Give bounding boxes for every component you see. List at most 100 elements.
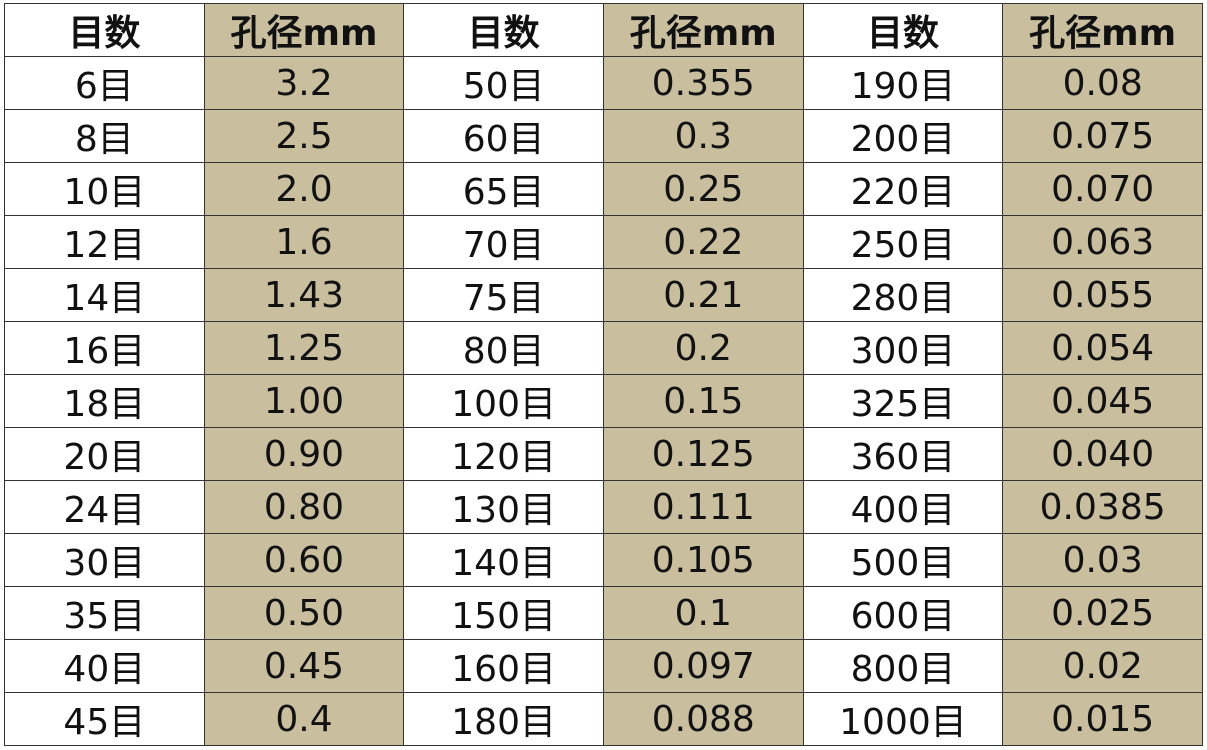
aperture-cell: 0.60 bbox=[203, 533, 405, 587]
aperture-cell: 0.105 bbox=[602, 533, 804, 587]
header-cell: 孔径mm bbox=[203, 3, 405, 57]
aperture-cell: 0.075 bbox=[1002, 109, 1203, 163]
mesh-cell: 200目 bbox=[802, 109, 1004, 163]
table-row: 14目 1.43 75目 0.21 280目 0.055 bbox=[4, 268, 1203, 322]
aperture-cell: 0.040 bbox=[1002, 427, 1203, 481]
aperture-cell: 2.5 bbox=[203, 109, 405, 163]
mesh-cell: 280目 bbox=[802, 268, 1004, 322]
mesh-cell: 150目 bbox=[403, 586, 604, 640]
mesh-cell: 75目 bbox=[403, 268, 604, 322]
aperture-cell: 1.00 bbox=[203, 374, 405, 428]
mesh-cell: 30目 bbox=[4, 533, 205, 587]
aperture-cell: 1.25 bbox=[203, 321, 405, 375]
aperture-cell: 0.50 bbox=[203, 586, 405, 640]
aperture-cell: 0.03 bbox=[1002, 533, 1203, 587]
aperture-cell: 0.097 bbox=[602, 639, 804, 693]
aperture-cell: 0.045 bbox=[1002, 374, 1203, 428]
mesh-cell: 14目 bbox=[4, 268, 205, 322]
aperture-cell: 0.25 bbox=[602, 162, 804, 216]
mesh-cell: 325目 bbox=[802, 374, 1004, 428]
header-cell: 孔径mm bbox=[1002, 3, 1203, 57]
table-row: 10目 2.0 65目 0.25 220目 0.070 bbox=[4, 162, 1203, 216]
mesh-cell: 65目 bbox=[403, 162, 604, 216]
header-cell: 目数 bbox=[4, 3, 205, 57]
mesh-cell: 45目 bbox=[4, 692, 205, 746]
table-row: 24目 0.80 130目 0.111 400目 0.0385 bbox=[4, 480, 1203, 534]
mesh-cell: 1000目 bbox=[802, 692, 1004, 746]
mesh-cell: 20目 bbox=[4, 427, 205, 481]
aperture-cell: 0.80 bbox=[203, 480, 405, 534]
mesh-cell: 190目 bbox=[802, 56, 1004, 110]
aperture-cell: 2.0 bbox=[203, 162, 405, 216]
table-row: 16目 1.25 80目 0.2 300目 0.054 bbox=[4, 321, 1203, 375]
mesh-cell: 300目 bbox=[802, 321, 1004, 375]
aperture-cell: 0.025 bbox=[1002, 586, 1203, 640]
aperture-cell: 0.015 bbox=[1002, 692, 1203, 746]
aperture-cell: 0.355 bbox=[602, 56, 804, 110]
table-row: 45目 0.4 180目 0.088 1000目 0.015 bbox=[4, 692, 1203, 746]
table-row: 18目 1.00 100目 0.15 325目 0.045 bbox=[4, 374, 1203, 428]
table-row: 40目 0.45 160目 0.097 800目 0.02 bbox=[4, 639, 1203, 693]
header-row: 目数 孔径mm 目数 孔径mm 目数 孔径mm bbox=[4, 3, 1203, 57]
mesh-cell: 24目 bbox=[4, 480, 205, 534]
mesh-cell: 600目 bbox=[802, 586, 1004, 640]
mesh-cell: 50目 bbox=[403, 56, 604, 110]
aperture-cell: 0.054 bbox=[1002, 321, 1203, 375]
mesh-cell: 250目 bbox=[802, 215, 1004, 269]
mesh-cell: 12目 bbox=[4, 215, 205, 269]
mesh-cell: 10目 bbox=[4, 162, 205, 216]
mesh-cell: 120目 bbox=[403, 427, 604, 481]
aperture-cell: 0.2 bbox=[602, 321, 804, 375]
aperture-cell: 0.90 bbox=[203, 427, 405, 481]
mesh-cell: 400目 bbox=[802, 480, 1004, 534]
aperture-cell: 0.070 bbox=[1002, 162, 1203, 216]
mesh-cell: 160目 bbox=[403, 639, 604, 693]
aperture-cell: 0.0385 bbox=[1002, 480, 1203, 534]
mesh-cell: 130目 bbox=[403, 480, 604, 534]
aperture-cell: 0.02 bbox=[1002, 639, 1203, 693]
header-cell: 孔径mm bbox=[602, 3, 804, 57]
mesh-table: 目数 孔径mm 目数 孔径mm 目数 孔径mm 6目 3.2 50目 0.355 190目 0.08 8… bbox=[4, 3, 1203, 746]
aperture-cell: 0.125 bbox=[602, 427, 804, 481]
aperture-cell: 0.055 bbox=[1002, 268, 1203, 322]
table-row: 6目 3.2 50目 0.355 190目 0.08 bbox=[4, 56, 1203, 110]
table-row: 20目 0.90 120目 0.125 360目 0.040 bbox=[4, 427, 1203, 481]
aperture-cell: 0.111 bbox=[602, 480, 804, 534]
mesh-cell: 16目 bbox=[4, 321, 205, 375]
aperture-cell: 0.1 bbox=[602, 586, 804, 640]
table-body: 6目 3.2 50目 0.355 190目 0.08 8目 2.5 60目 0.3 200目 0.07… bbox=[4, 56, 1203, 746]
table-row: 30目 0.60 140目 0.105 500目 0.03 bbox=[4, 533, 1203, 587]
mesh-cell: 180目 bbox=[403, 692, 604, 746]
mesh-cell: 100目 bbox=[403, 374, 604, 428]
mesh-cell: 800目 bbox=[802, 639, 1004, 693]
table-row: 12目 1.6 70目 0.22 250目 0.063 bbox=[4, 215, 1203, 269]
mesh-cell: 140目 bbox=[403, 533, 604, 587]
aperture-cell: 0.063 bbox=[1002, 215, 1203, 269]
aperture-cell: 0.088 bbox=[602, 692, 804, 746]
aperture-cell: 0.08 bbox=[1002, 56, 1203, 110]
mesh-cell: 80目 bbox=[403, 321, 604, 375]
mesh-cell: 60目 bbox=[403, 109, 604, 163]
aperture-cell: 0.15 bbox=[602, 374, 804, 428]
mesh-cell: 6目 bbox=[4, 56, 205, 110]
mesh-cell: 35目 bbox=[4, 586, 205, 640]
aperture-cell: 1.6 bbox=[203, 215, 405, 269]
mesh-cell: 220目 bbox=[802, 162, 1004, 216]
mesh-cell: 18目 bbox=[4, 374, 205, 428]
aperture-cell: 0.45 bbox=[203, 639, 405, 693]
aperture-cell: 0.4 bbox=[203, 692, 405, 746]
aperture-cell: 0.3 bbox=[602, 109, 804, 163]
table-header: 目数 孔径mm 目数 孔径mm 目数 孔径mm bbox=[4, 3, 1203, 57]
mesh-cell: 360目 bbox=[802, 427, 1004, 481]
table-row: 8目 2.5 60目 0.3 200目 0.075 bbox=[4, 109, 1203, 163]
mesh-cell: 500目 bbox=[802, 533, 1004, 587]
mesh-cell: 40目 bbox=[4, 639, 205, 693]
table-row: 35目 0.50 150目 0.1 600目 0.025 bbox=[4, 586, 1203, 640]
aperture-cell: 1.43 bbox=[203, 268, 405, 322]
header-cell: 目数 bbox=[403, 3, 604, 57]
mesh-cell: 70目 bbox=[403, 215, 604, 269]
aperture-cell: 0.22 bbox=[602, 215, 804, 269]
mesh-cell: 8目 bbox=[4, 109, 205, 163]
header-cell: 目数 bbox=[802, 3, 1004, 57]
